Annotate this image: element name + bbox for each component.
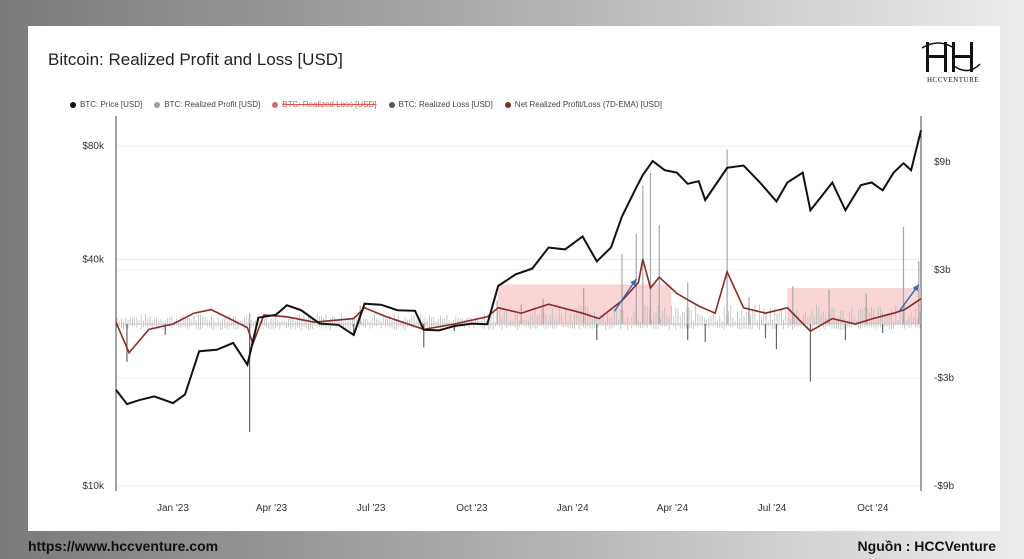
x-tick-label: Apr '24 (657, 503, 689, 514)
y-left-tick-label: $10k (82, 481, 105, 492)
y-left-tick-label: $40k (82, 254, 105, 265)
footer-url[interactable]: https://www.hccventure.com (28, 538, 219, 554)
x-tick-label: Jul '24 (758, 503, 787, 514)
legend-item-realized-loss[interactable]: BTC: Realized Loss [USD] (388, 100, 493, 109)
y-right-tick-label: -$9b (934, 481, 954, 492)
y-right-tick-label: -$3b (934, 373, 954, 384)
x-tick-label: Oct '24 (857, 503, 889, 514)
legend-item-realized-loss-hidden[interactable]: BTC: Realized Loss [USD] (272, 100, 377, 109)
chart-card: Bitcoin: Realized Profit and Loss [USD] … (28, 26, 1000, 531)
legend-label: BTC: Realized Profit [USD] (164, 100, 261, 109)
legend-item-realized-profit[interactable]: BTC: Realized Profit [USD] (154, 100, 260, 109)
x-tick-label: Oct '23 (456, 503, 488, 514)
arrow-head-icon (630, 279, 637, 286)
legend-dot-icon (154, 101, 161, 108)
legend-label: BTC: Realized Loss [USD] (282, 100, 377, 109)
hh-monogram-icon (921, 42, 981, 72)
legend-dot-icon (504, 101, 511, 108)
chart-plot: $80k $40k $10k $9b $3b -$3b -$9b Jan '23 Apr '23… (82, 116, 954, 514)
chart-legend: BTC: Price [USD] BTC: Realized Profit [U… (70, 100, 662, 109)
arrow-head-icon (912, 284, 919, 292)
chart-title: Bitcoin: Realized Profit and Loss [USD] (48, 50, 343, 69)
legend-dot-icon (388, 101, 395, 108)
y-left-tick-label: $80k (82, 141, 105, 152)
x-tick-label: Jul '23 (357, 503, 386, 514)
net-realized-line (115, 258, 922, 355)
logo-text: HCCVENTURE (926, 76, 980, 84)
x-tick-label: Jan '23 (157, 503, 189, 514)
y-right-tick-label: $9b (934, 157, 951, 168)
x-tick-label: Apr '23 (256, 503, 288, 514)
price-line (115, 130, 922, 406)
legend-dot-icon (272, 101, 279, 108)
legend-dot-icon (70, 101, 76, 108)
y-right-tick-label: $3b (934, 265, 951, 276)
legend-item-net-realized[interactable]: Net Realized Profit/Loss (7D-EMA) [USD] (504, 100, 662, 109)
legend-label: BTC: Price [USD] (80, 100, 143, 109)
footer-source: Nguồn : HCCVenture (857, 538, 996, 554)
x-tick-label: Jan '24 (557, 503, 589, 514)
legend-item-price[interactable]: BTC: Price [USD] (70, 100, 142, 109)
hccventure-logo: HCCVENTURE (918, 38, 988, 86)
legend-label: Net Realized Profit/Loss (7D-EMA) [USD] (514, 100, 662, 109)
legend-label: BTC: Realized Loss [USD] (398, 100, 493, 109)
trend-arrow (613, 278, 637, 312)
